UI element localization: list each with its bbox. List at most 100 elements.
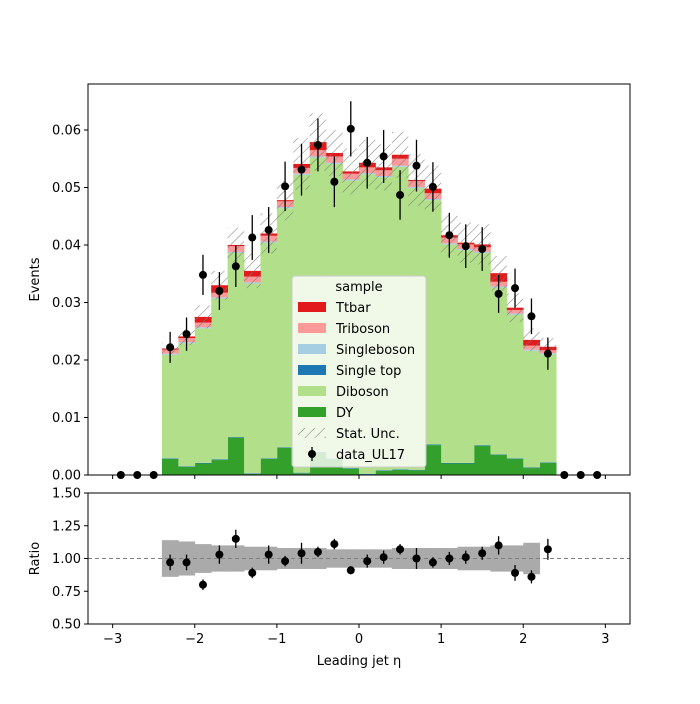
legend-swatch-stat-unc- [298, 428, 326, 438]
data-point [511, 284, 520, 293]
bar-dy [260, 458, 278, 475]
bar-single-top [293, 472, 311, 474]
legend-swatch-ttbar [298, 302, 326, 312]
legend-label-dy: DY [336, 406, 353, 421]
bar-single-top [161, 458, 179, 459]
data-point [527, 312, 536, 321]
bar-diboson [539, 354, 557, 463]
bar-single-top [424, 444, 442, 446]
ratio-y-tick-label: 0.75 [52, 585, 81, 600]
bar-dy [441, 463, 458, 475]
bar-dy [408, 470, 426, 475]
bar-dy [342, 468, 360, 475]
data-point [248, 233, 257, 242]
bar-dy [276, 447, 294, 475]
bar-diboson [473, 253, 491, 446]
data-point [313, 140, 322, 149]
data-point [166, 343, 175, 352]
bar-single-top [194, 462, 212, 464]
bar-single-top [178, 466, 196, 467]
ratio-point [412, 554, 421, 563]
stat-unc-band [342, 148, 359, 195]
x-tick-label: 2 [519, 632, 527, 647]
ratio-point [330, 540, 339, 549]
bar-single-top [539, 462, 557, 463]
legend-swatch-diboson [298, 386, 326, 396]
legend: sample Ttbar Triboson Singleboson Single top… [291, 275, 427, 468]
bar-dy [506, 458, 524, 475]
bar-diboson [506, 314, 524, 459]
bar-diboson [276, 208, 294, 448]
ratio-point [478, 549, 487, 558]
bar-single-top [227, 437, 245, 438]
y-tick-label: 0.02 [52, 354, 81, 369]
y-tick-label: 0.03 [52, 296, 81, 311]
ratio-point [396, 545, 405, 554]
legend-label-data-ul17: data_UL17 [336, 448, 405, 463]
y-tick-label: 0.05 [52, 181, 81, 196]
ratio-point [215, 550, 224, 559]
ratio-point [445, 554, 454, 563]
ratio-unc-band [490, 545, 508, 572]
bar-diboson [244, 283, 261, 474]
legend-label-ttbar: Ttbar [335, 301, 371, 316]
stat-unc-band [194, 305, 212, 329]
bar-dy [539, 462, 557, 475]
ratio-y-tick-label: 1.00 [52, 552, 81, 567]
data-point [330, 177, 339, 186]
ratio-point [363, 557, 372, 566]
bar-single-top [276, 447, 294, 448]
bar-single-top [359, 473, 376, 475]
bar-single-top [375, 470, 393, 471]
data-point [215, 287, 224, 295]
bar-single-top [457, 462, 475, 464]
stat-unc-band [391, 131, 409, 178]
legend-label-single-top: Single top [336, 364, 401, 379]
y-axis-title: Events [28, 257, 43, 301]
bar-diboson [260, 242, 278, 459]
bar-diboson [441, 244, 458, 463]
bar-single-top [473, 445, 491, 446]
bar-single-top [506, 458, 524, 459]
bar-single-top [391, 469, 409, 470]
data-point [198, 270, 207, 279]
data-point [412, 161, 421, 170]
ratio-y-tick-label: 1.50 [52, 487, 81, 502]
bar-dy [424, 445, 442, 475]
ratio-point [527, 572, 536, 581]
bar-single-top [523, 467, 541, 469]
bar-dy [244, 473, 261, 475]
bar-single-top [408, 469, 426, 471]
bar-single-top [342, 468, 360, 469]
data-point [182, 330, 191, 339]
ratio-y-tick-label: 0.50 [52, 618, 81, 633]
axes: 0.00 0.01 0.02 0.03 0.04 0.05 0.06 Events −3 −2 −1… [28, 83, 631, 669]
ratio-panel [88, 529, 630, 590]
stat-unc-band [326, 130, 343, 176]
data-point [461, 242, 470, 251]
bar-dy [375, 470, 393, 475]
data-point [543, 349, 552, 358]
legend-swatch-dy [298, 407, 326, 417]
ratio-point [379, 553, 388, 562]
legend-label-diboson: Diboson [336, 385, 389, 400]
y-tick-label: 0.06 [52, 124, 81, 139]
y-tick-label: 0.00 [52, 469, 81, 484]
data-point [281, 182, 290, 191]
ratio-point [198, 580, 207, 589]
bar-dy [457, 463, 475, 475]
bar-diboson [424, 200, 442, 445]
ratio-unc-band [309, 548, 327, 569]
ratio-point [231, 534, 240, 543]
ratio-point [248, 568, 257, 577]
ratio-point [182, 558, 191, 567]
ratio-point [166, 558, 175, 567]
y-tick-label: 0.01 [52, 411, 81, 426]
ratio-point [346, 566, 355, 575]
data-point [346, 124, 355, 133]
stat-unc-band [227, 227, 245, 263]
bar-diboson [178, 343, 196, 467]
data-point [297, 165, 306, 174]
